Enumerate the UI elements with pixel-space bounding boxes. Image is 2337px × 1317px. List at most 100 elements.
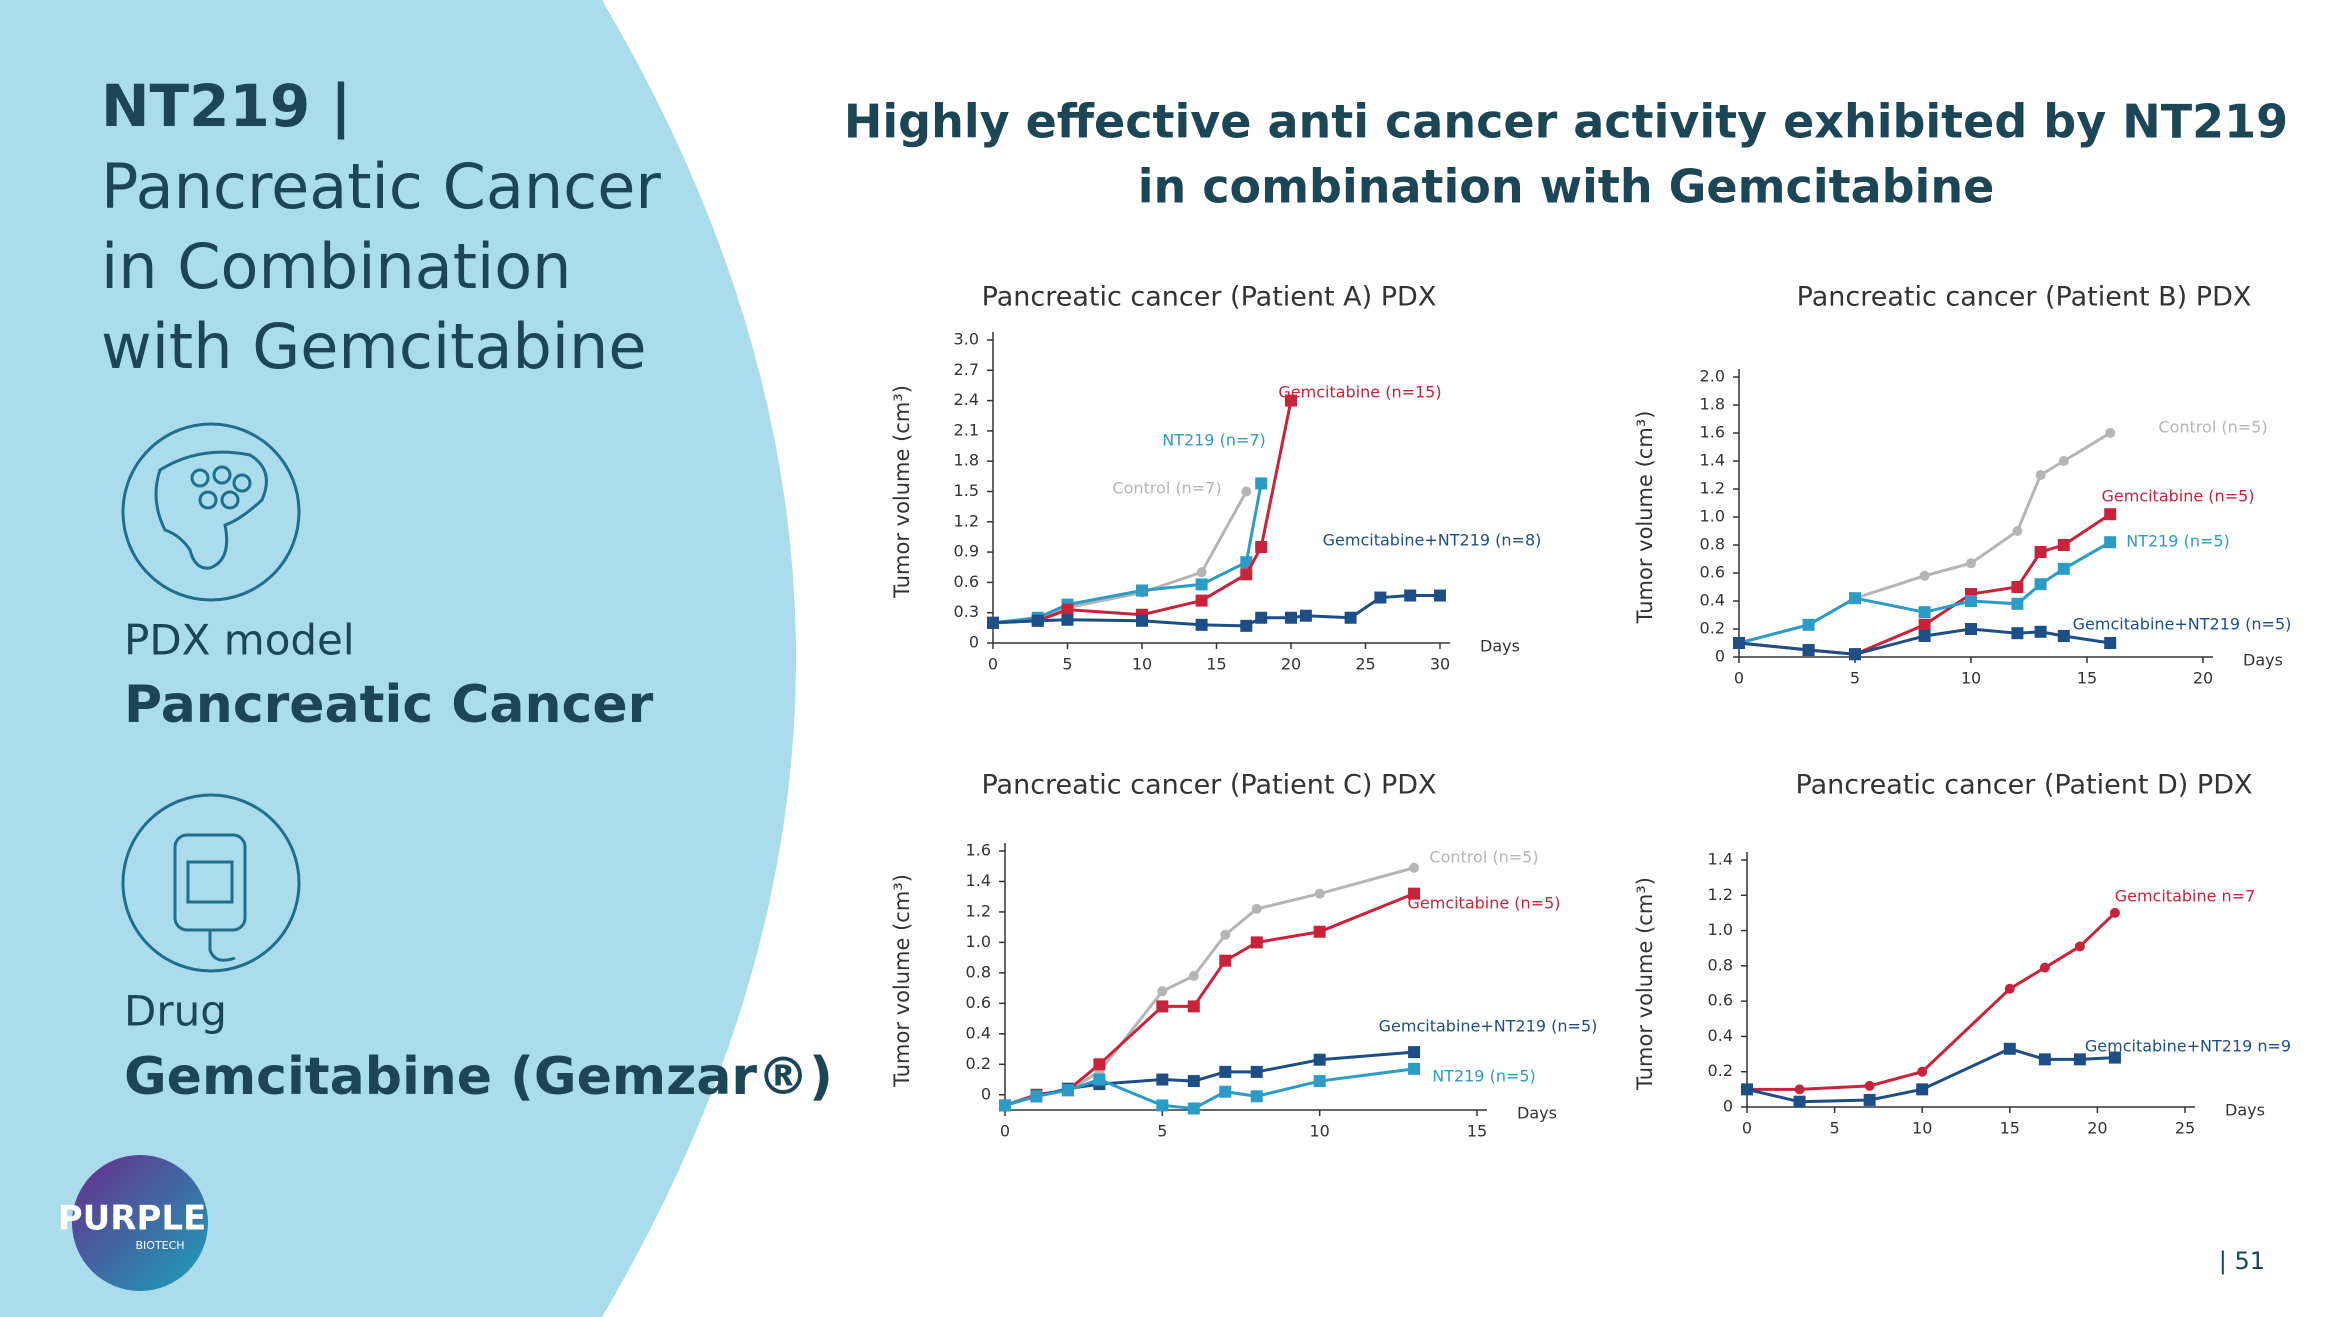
- point: [1156, 1000, 1169, 1013]
- y-tick-label: 0.6: [966, 993, 991, 1012]
- point: [1313, 925, 1326, 938]
- point: [1408, 1046, 1421, 1059]
- y-tick-label: 1.2: [1708, 885, 1733, 904]
- point: [2108, 1051, 2121, 1064]
- point: [2039, 962, 2050, 973]
- point: [1195, 594, 1208, 607]
- point: [1313, 1053, 1326, 1066]
- model-label: PDX model: [124, 616, 355, 665]
- series-label: Gemcitabine+NT219 (n=5): [2073, 615, 2292, 634]
- x-tick-label: 15: [2077, 669, 2097, 688]
- slide-subtitle: Pancreatic Cancer: [101, 150, 661, 223]
- point: [2109, 907, 2120, 918]
- series-label: NT219 (n=5): [1432, 1067, 1536, 1086]
- slide-title: NT219 |: [101, 72, 352, 140]
- point: [1255, 477, 1268, 490]
- y-tick-label: 1.6: [1700, 423, 1725, 442]
- point: [1794, 1084, 1805, 1095]
- point: [1030, 1090, 1043, 1103]
- point: [2104, 508, 2117, 521]
- x-tick-label: 25: [2175, 1119, 2195, 1138]
- point: [1093, 1073, 1106, 1086]
- y-tick-label: 0.3: [954, 602, 979, 621]
- series-label: Gemcitabine+NT219 (n=8): [1323, 531, 1542, 550]
- point: [1255, 541, 1268, 554]
- y-tick-label: 2.4: [954, 390, 979, 409]
- point: [2003, 1042, 2016, 1055]
- point: [1156, 1073, 1169, 1086]
- series-label: NT219 (n=5): [2126, 532, 2230, 551]
- point: [2057, 630, 2070, 642]
- y-tick-label: 0.4: [1700, 591, 1725, 610]
- point: [2105, 428, 2116, 438]
- model: Pancreatic Cancer: [124, 675, 654, 735]
- point: [1156, 1099, 1169, 1112]
- point: [1187, 1075, 1200, 1088]
- point: [1250, 1090, 1263, 1103]
- y-tick-label: 0: [981, 1084, 991, 1103]
- series-line: [1004, 892, 1415, 1107]
- point: [1408, 1062, 1421, 1075]
- x-tick-label: 15: [1467, 1122, 1487, 1141]
- x-tick-label: 10: [1309, 1122, 1329, 1141]
- point: [2104, 536, 2117, 549]
- point: [1219, 1065, 1232, 1078]
- x-tick-label: 0: [1734, 669, 1744, 688]
- point: [1849, 648, 1861, 661]
- series-label: Control (n=7): [1112, 479, 1221, 498]
- point: [1849, 592, 1861, 605]
- point: [1344, 611, 1357, 624]
- point: [1918, 618, 1931, 631]
- y-tick-label: 0: [1723, 1097, 1733, 1116]
- series-line: [1004, 866, 1415, 1107]
- slide-subtitle: in Combination: [101, 230, 571, 303]
- y-tick-label: 1.0: [966, 932, 991, 951]
- x-tick-label: 10: [1912, 1119, 1932, 1138]
- series-line: [1747, 911, 2116, 1091]
- y-tick-label: 1.0: [1700, 507, 1725, 526]
- chart-title: Pancreatic cancer (Patient A) PDX: [982, 282, 1437, 313]
- point: [1863, 1093, 1876, 1106]
- point: [1434, 589, 1446, 602]
- point: [2004, 983, 2015, 994]
- point: [2011, 581, 2024, 593]
- point: [1061, 1084, 1074, 1097]
- point: [2034, 578, 2047, 591]
- y-axis-label: Tumor volume (cm³): [1633, 411, 1657, 625]
- y-tick-label: 0.6: [1708, 991, 1733, 1010]
- point: [1031, 614, 1044, 627]
- logo-sub: BIOTECH: [135, 1239, 184, 1252]
- y-tick-label: 1.2: [1700, 479, 1725, 498]
- point: [1187, 1102, 1200, 1115]
- logo: PURPLE: [58, 1199, 207, 1239]
- series-label: Control (n=5): [2158, 418, 2267, 437]
- point: [1240, 556, 1253, 569]
- point: [1136, 584, 1148, 597]
- x-tick-label: 0: [1742, 1119, 1752, 1138]
- slide-subtitle: with Gemcitabine: [101, 310, 646, 383]
- drug: Gemcitabine (Gemzar®): [124, 1047, 833, 1107]
- y-tick-label: 1.0: [1708, 920, 1733, 939]
- y-tick-label: 0: [969, 633, 979, 652]
- point: [1187, 1000, 1200, 1013]
- point: [1195, 578, 1208, 591]
- x-tick-label: 5: [1830, 1119, 1840, 1138]
- point: [2038, 1053, 2051, 1066]
- point: [1299, 609, 1312, 622]
- point: [2057, 562, 2070, 575]
- point: [1314, 888, 1325, 899]
- point: [1793, 1095, 1806, 1108]
- series-line: [1746, 1047, 2115, 1104]
- point: [1240, 568, 1253, 581]
- logo-badge: [72, 1155, 208, 1291]
- chart-title: Pancreatic cancer (Patient D) PDX: [1796, 770, 2253, 801]
- x-tick-label: 15: [2000, 1119, 2020, 1138]
- x-tick-label: 0: [1000, 1122, 1010, 1141]
- point: [1251, 903, 1262, 914]
- x-tick-label: 20: [1281, 655, 1301, 674]
- point: [2074, 941, 2085, 952]
- heading: Highly effective anti cancer activity ex…: [844, 95, 2288, 149]
- point: [1093, 1058, 1106, 1071]
- y-tick-label: 0.8: [1700, 535, 1725, 554]
